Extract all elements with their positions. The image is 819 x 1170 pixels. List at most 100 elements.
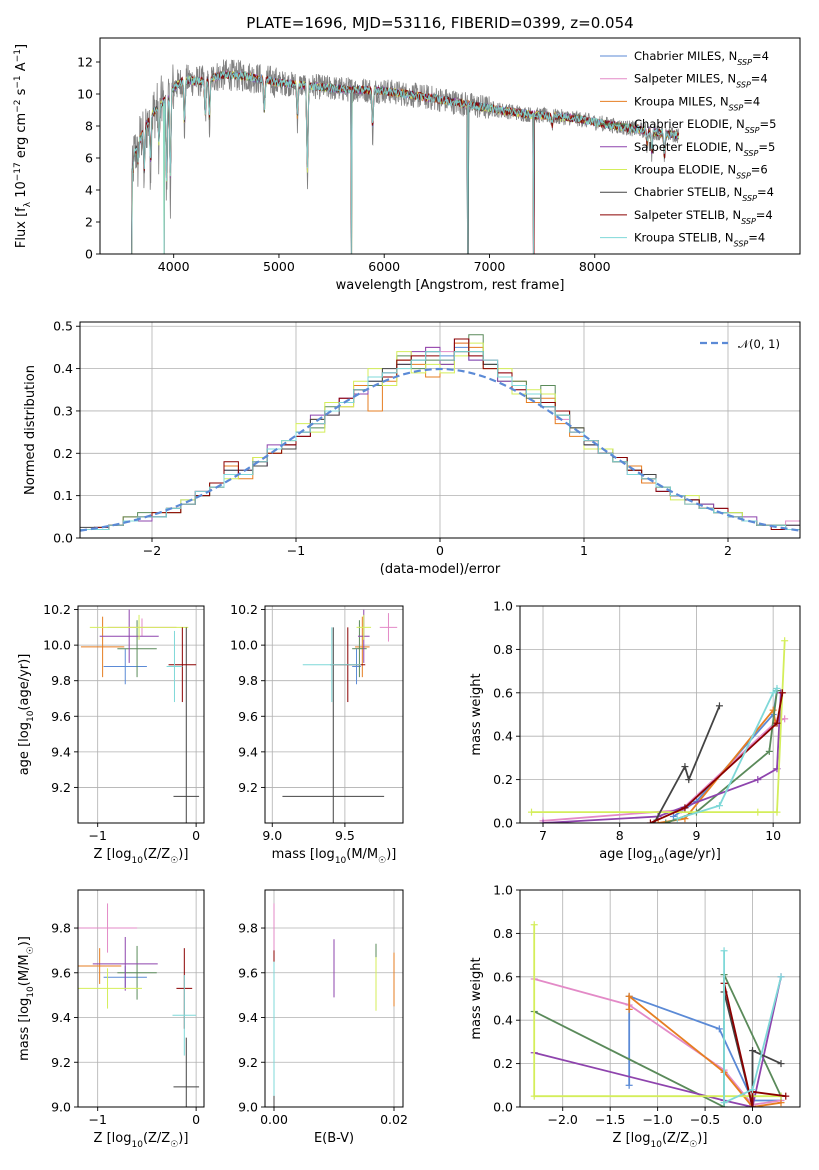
x-tick-label: −2.0 <box>548 1112 578 1127</box>
weight-line-chabrier-stelib <box>653 705 721 823</box>
weight-line-chabrier-miles <box>672 690 778 818</box>
x-tick-label: 10 <box>765 828 781 843</box>
y-tick-label: 9.4 <box>238 1010 258 1025</box>
y-tick-label: 0.3 <box>53 403 73 418</box>
panel-mass-vs-Z: −1 0 9.0 9.2 9.4 9.6 9.8 Z [log10(Z/Z☉)] mass [l… <box>17 889 205 1150</box>
y-tick-label: 10.2 <box>230 602 258 617</box>
weight-marker-salpeter-elodie <box>539 819 547 823</box>
errorbar-chabrier-miles <box>103 648 147 685</box>
weight-line-salpeter-stelib <box>723 983 786 1107</box>
legend-label: Salpeter ELODIE, NSSP=5 <box>634 140 775 158</box>
weight-line-salpeter-stelib <box>650 692 784 823</box>
x-axis-label: Z [log10(Z/Z☉)] <box>613 1131 708 1150</box>
y-axis-label: Normed distribution <box>23 365 38 495</box>
x-tick-label: −0.5 <box>690 1112 720 1127</box>
panel-mass-weight-vs-Z: −2.0 −1.5 −1.0 −0.5 0.0 0.0 0.2 0.4 0.6 0.8 1.0 Z [… <box>469 883 801 1150</box>
errorbar-chabrier-stelib <box>282 627 385 823</box>
plot-area <box>131 59 680 254</box>
x-tick-label: 4000 <box>158 259 190 274</box>
weight-marker-salpeter-stelib <box>646 819 654 823</box>
x-axis-label: age [log10(age/yr)] <box>599 847 721 866</box>
errorbar-kroupa-miles <box>355 616 370 678</box>
y-tick-label: 9.6 <box>51 709 71 724</box>
x-tick-label: 2 <box>724 543 732 558</box>
weight-line-kroupa-elodie <box>531 640 786 813</box>
x-tick-label: −1.0 <box>642 1112 672 1127</box>
x-axis-label: Z [log10(Z/Z☉)] <box>94 847 189 866</box>
axes-frame <box>519 605 801 824</box>
y-tick-label: 0.0 <box>493 816 513 831</box>
legend-label: Kroupa MILES, NSSP=4 <box>634 94 760 112</box>
x-tick-label: −2 <box>143 543 161 558</box>
x-tick-label: 8 <box>616 828 624 843</box>
weight-marker-kroupa-elodie <box>530 1092 538 1100</box>
x-tick-label: 7000 <box>474 259 506 274</box>
weight-line-chabrier-stelib <box>723 991 782 1107</box>
y-tick-label: 10.2 <box>43 602 71 617</box>
weight-line-kroupa-stelib <box>677 687 778 820</box>
y-axis-label: age [log10(age/yr)] <box>17 654 36 776</box>
y-tick-label: 9.4 <box>51 744 71 759</box>
y-tick-label: 9.8 <box>238 673 258 688</box>
x-axis-label: wavelength [Angstrom, rest frame] <box>336 278 565 293</box>
y-axis-label: Flux [fλ 10−17 erg cm−2 s−1 A−1] <box>13 44 33 248</box>
errorbar-kroupa-miles <box>80 616 125 678</box>
panel-spectrum: 4000 5000 6000 7000 8000 0 2 4 6 8 10 12 wavelength … <box>13 37 801 293</box>
x-tick-label: 9.0 <box>262 828 282 843</box>
y-axis-label: mass [log10(M/M☉)] <box>17 936 36 1061</box>
weight-marker-kroupa-stelib <box>715 802 723 810</box>
y-tick-label: 2 <box>85 215 93 230</box>
x-axis-label: E(B-V) <box>314 1131 354 1146</box>
panel-age-vs-mass: 9.0 9.5 9.2 9.4 9.6 9.8 10.0 10.2 mass [log10(M/… <box>230 602 404 866</box>
plot-area <box>530 921 790 1107</box>
y-tick-label: 0.8 <box>493 642 513 657</box>
histogram-kroupa-stelib <box>80 351 800 531</box>
y-tick-label: 0.8 <box>493 926 513 941</box>
y-tick-label: 0.2 <box>53 446 73 461</box>
y-tick-label: 0.0 <box>493 1100 513 1115</box>
y-tick-label: 6 <box>85 151 93 166</box>
errorbar-kroupa-elodie <box>78 968 142 1009</box>
errorbar-kroupa-miles <box>78 948 122 984</box>
plot-area <box>273 903 395 1107</box>
legend-label: Kroupa STELIB, NSSP=4 <box>634 231 765 249</box>
x-tick-label: 0 <box>192 828 200 843</box>
x-tick-label: 5000 <box>263 259 295 274</box>
panel-mass-weight-vs-age: 7 8 9 10 0.0 0.2 0.4 0.6 0.8 1.0 age [log10(age/yr… <box>469 599 801 866</box>
errorbar-salpeter-elodie <box>92 936 158 991</box>
weight-marker-chabrier-miles <box>715 1025 723 1033</box>
y-tick-label: 10 <box>77 87 93 102</box>
weight-marker-chabrier-elodie <box>765 747 773 755</box>
y-tick-label: 0.4 <box>53 361 73 376</box>
axes-frame <box>99 37 801 255</box>
legend-label: Salpeter STELIB, NSSP=4 <box>634 208 773 226</box>
y-axis-label: mass weight <box>469 673 484 755</box>
weight-marker-kroupa-elodie <box>781 637 789 645</box>
y-tick-label: 9.6 <box>238 965 258 980</box>
weight-marker-kroupa-stelib <box>769 689 777 697</box>
y-tick-label: 9.0 <box>238 1100 258 1115</box>
errorbar-kroupa-stelib <box>302 627 361 703</box>
y-tick-label: 0.2 <box>493 1056 513 1071</box>
x-tick-label: 1 <box>580 543 588 558</box>
weight-marker-salpeter-stelib <box>773 719 781 727</box>
errorbar-salpeter-elodie <box>99 609 159 663</box>
weight-marker-chabrier-stelib <box>749 1047 757 1055</box>
y-tick-label: 9.6 <box>51 965 71 980</box>
weight-marker-kroupa-miles <box>769 706 777 714</box>
y-tick-label: 1.0 <box>493 883 513 898</box>
y-tick-label: 9.4 <box>51 1010 71 1025</box>
x-tick-label: −1 <box>88 828 106 843</box>
y-tick-label: 10.0 <box>43 638 71 653</box>
weight-marker-kroupa-stelib <box>720 1099 728 1107</box>
weight-line-salpeter-elodie <box>542 692 782 823</box>
y-tick-label: 9.2 <box>51 780 71 795</box>
y-tick-label: 9.4 <box>238 744 258 759</box>
panel-residual-distribution: −2 −1 0 1 2 0.0 0.1 0.2 0.3 0.4 0.5 (data-model)/er… <box>23 319 801 577</box>
y-tick-label: 0.0 <box>53 531 73 546</box>
legend-label: Chabrier MILES, NSSP=4 <box>634 49 769 67</box>
x-tick-label: −1 <box>88 1112 106 1127</box>
x-axis-label: mass [log10(M/M☉)] <box>272 847 397 866</box>
legend-label: Salpeter MILES, NSSP=4 <box>634 72 768 90</box>
x-tick-label: 0.02 <box>380 1112 408 1127</box>
